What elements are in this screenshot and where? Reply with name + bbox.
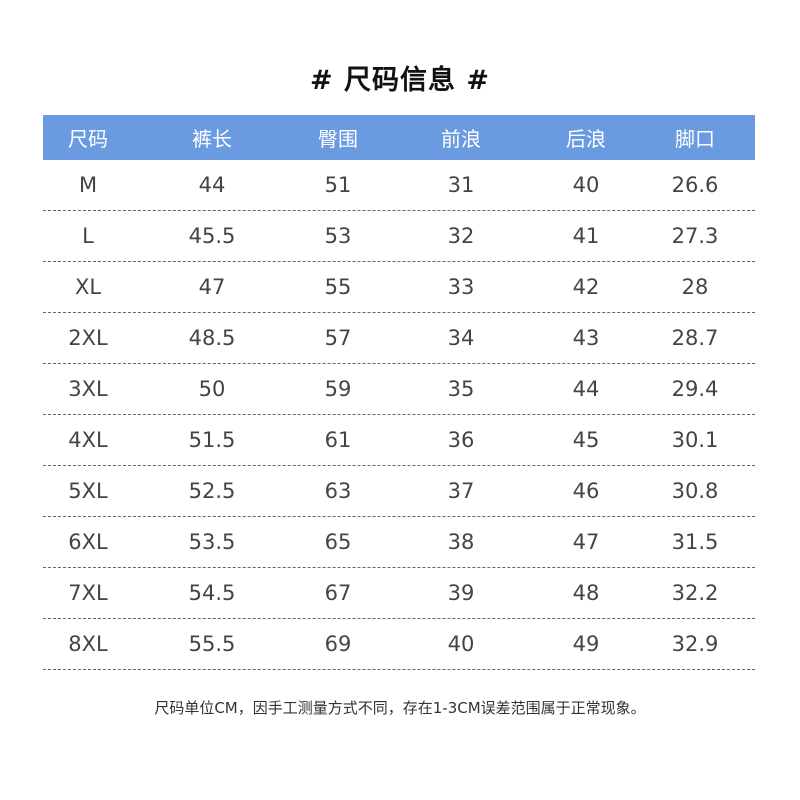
column-header: 脚口 [675, 127, 715, 151]
table-cell: 30.8 [671, 479, 719, 503]
table-cell: 32.2 [671, 581, 719, 605]
table-cell: 47 [572, 530, 600, 554]
size-table: 尺码 裤长 臀围 前浪 后浪 脚口 M 44 51 31 40 26.6 L 45.5 53 32 41 27.… [43, 115, 755, 670]
table-row: M 44 51 31 40 26.6 [43, 160, 755, 211]
table-cell: 30.1 [671, 428, 719, 452]
table-cell: 27.3 [671, 224, 719, 248]
column-header: 前浪 [441, 127, 481, 151]
table-cell: 44 [572, 377, 600, 401]
table-cell: 52.5 [188, 479, 236, 503]
table-row: 5XL 52.5 63 37 46 30.8 [43, 466, 755, 517]
table-cell: 57 [324, 326, 352, 350]
table-cell: 43 [572, 326, 600, 350]
table-cell: 45 [572, 428, 600, 452]
table-cell: 28 [681, 275, 709, 299]
table-cell: 69 [324, 632, 352, 656]
table-cell: 51 [324, 173, 352, 197]
table-header: 尺码 裤长 臀围 前浪 后浪 脚口 [43, 115, 755, 160]
table-cell: 7XL [68, 581, 108, 605]
column-header: 尺码 [68, 127, 108, 151]
table-cell: 67 [324, 581, 352, 605]
table-row: 2XL 48.5 57 34 43 28.7 [43, 313, 755, 364]
table-cell: 42 [572, 275, 600, 299]
table-cell: 61 [324, 428, 352, 452]
column-header: 后浪 [566, 127, 606, 151]
table-cell: 48.5 [188, 326, 236, 350]
table-cell: 51.5 [188, 428, 236, 452]
table-cell: 8XL [68, 632, 108, 656]
table-row: 7XL 54.5 67 39 48 32.2 [43, 568, 755, 619]
table-cell: 26.6 [671, 173, 719, 197]
table-cell: 31.5 [671, 530, 719, 554]
table-cell: 50 [198, 377, 226, 401]
table-cell: 4XL [68, 428, 108, 452]
table-cell: 35 [447, 377, 475, 401]
table-cell: 40 [447, 632, 475, 656]
table-cell: 53 [324, 224, 352, 248]
table-cell: 32 [447, 224, 475, 248]
table-cell: 6XL [68, 530, 108, 554]
table-cell: 33 [447, 275, 475, 299]
table-row: 4XL 51.5 61 36 45 30.1 [43, 415, 755, 466]
table-cell: 5XL [68, 479, 108, 503]
table-row: 3XL 50 59 35 44 29.4 [43, 364, 755, 415]
table-cell: 29.4 [671, 377, 719, 401]
table-cell: 49 [572, 632, 600, 656]
table-cell: M [78, 173, 98, 197]
table-cell: 41 [572, 224, 600, 248]
table-cell: 2XL [68, 326, 108, 350]
table-row: XL 47 55 33 42 28 [43, 262, 755, 313]
table-cell: 38 [447, 530, 475, 554]
table-cell: 65 [324, 530, 352, 554]
table-cell: 48 [572, 581, 600, 605]
footnote: 尺码单位CM，因手工测量方式不同，存在1-3CM误差范围属于正常现象。 [154, 699, 646, 717]
table-cell: 34 [447, 326, 475, 350]
table-row: 6XL 53.5 65 38 47 31.5 [43, 517, 755, 568]
table-cell: 3XL [68, 377, 108, 401]
column-header: 裤长 [192, 127, 232, 151]
table-cell: 28.7 [671, 326, 719, 350]
table-cell: 39 [447, 581, 475, 605]
table-cell: 54.5 [188, 581, 236, 605]
table-cell: 31 [447, 173, 475, 197]
table-cell: 53.5 [188, 530, 236, 554]
table-cell: 45.5 [188, 224, 236, 248]
table-cell: 63 [324, 479, 352, 503]
table-cell: XL [74, 275, 102, 299]
table-cell: 37 [447, 479, 475, 503]
table-cell: 32.9 [671, 632, 719, 656]
table-cell: 36 [447, 428, 475, 452]
table-cell: 59 [324, 377, 352, 401]
table-row: L 45.5 53 32 41 27.3 [43, 211, 755, 262]
table-cell: 47 [198, 275, 226, 299]
table-cell: 40 [572, 173, 600, 197]
table-row: 8XL 55.5 69 40 49 32.9 [43, 619, 755, 670]
table-cell: 55 [324, 275, 352, 299]
table-cell: 46 [572, 479, 600, 503]
table-cell: 44 [198, 173, 226, 197]
column-header: 臀围 [318, 127, 358, 151]
page-title: # 尺码信息 # [309, 65, 491, 96]
table-cell: L [82, 224, 94, 248]
table-cell: 55.5 [188, 632, 236, 656]
